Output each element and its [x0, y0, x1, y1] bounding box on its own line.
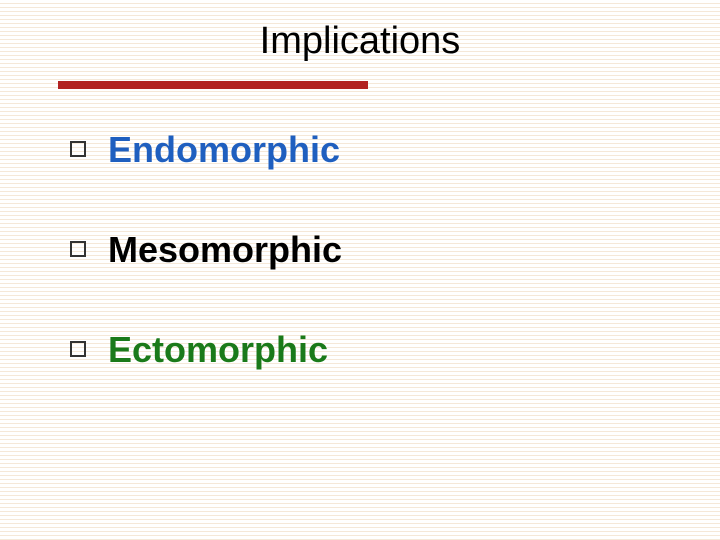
bullet-text: Ectomorphic [108, 329, 328, 371]
accent-line [58, 81, 368, 89]
slide-title: Implications [50, 20, 670, 63]
square-bullet-icon [70, 341, 86, 357]
bullet-text: Mesomorphic [108, 229, 342, 271]
square-bullet-icon [70, 241, 86, 257]
bullet-text: Endomorphic [108, 129, 340, 171]
bullet-item: Ectomorphic [70, 329, 670, 371]
slide-container: Implications Endomorphic Mesomorphic Ect… [0, 0, 720, 540]
bullet-item: Endomorphic [70, 129, 670, 171]
bullet-item: Mesomorphic [70, 229, 670, 271]
bullet-list: Endomorphic Mesomorphic Ectomorphic [50, 129, 670, 371]
square-bullet-icon [70, 141, 86, 157]
